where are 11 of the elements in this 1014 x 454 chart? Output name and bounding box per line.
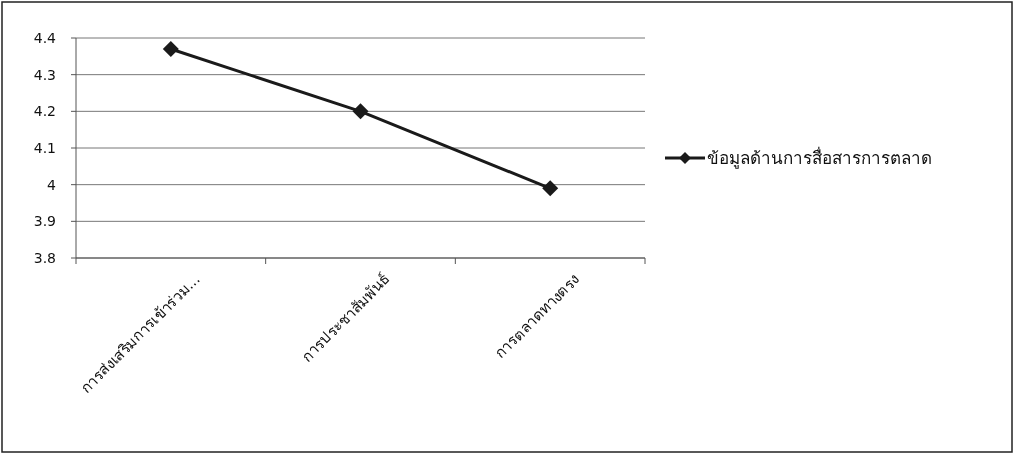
y-tick-label: 4.4 (33, 30, 57, 46)
y-tick-label: 4.3 (33, 66, 56, 83)
point (162, 41, 179, 57)
y-tick-label: 3.9 (33, 213, 56, 230)
y-tick-label: 3.8 (33, 250, 56, 266)
y-tick-label: 4.1 (33, 140, 56, 156)
legend-label: ข้อมูลด้านการสื่อสารการตลาด (707, 146, 932, 169)
y-tick-label: 4 (47, 176, 57, 193)
y-tick-label: 4.2 (33, 103, 56, 120)
point (352, 103, 369, 120)
point (542, 180, 559, 197)
